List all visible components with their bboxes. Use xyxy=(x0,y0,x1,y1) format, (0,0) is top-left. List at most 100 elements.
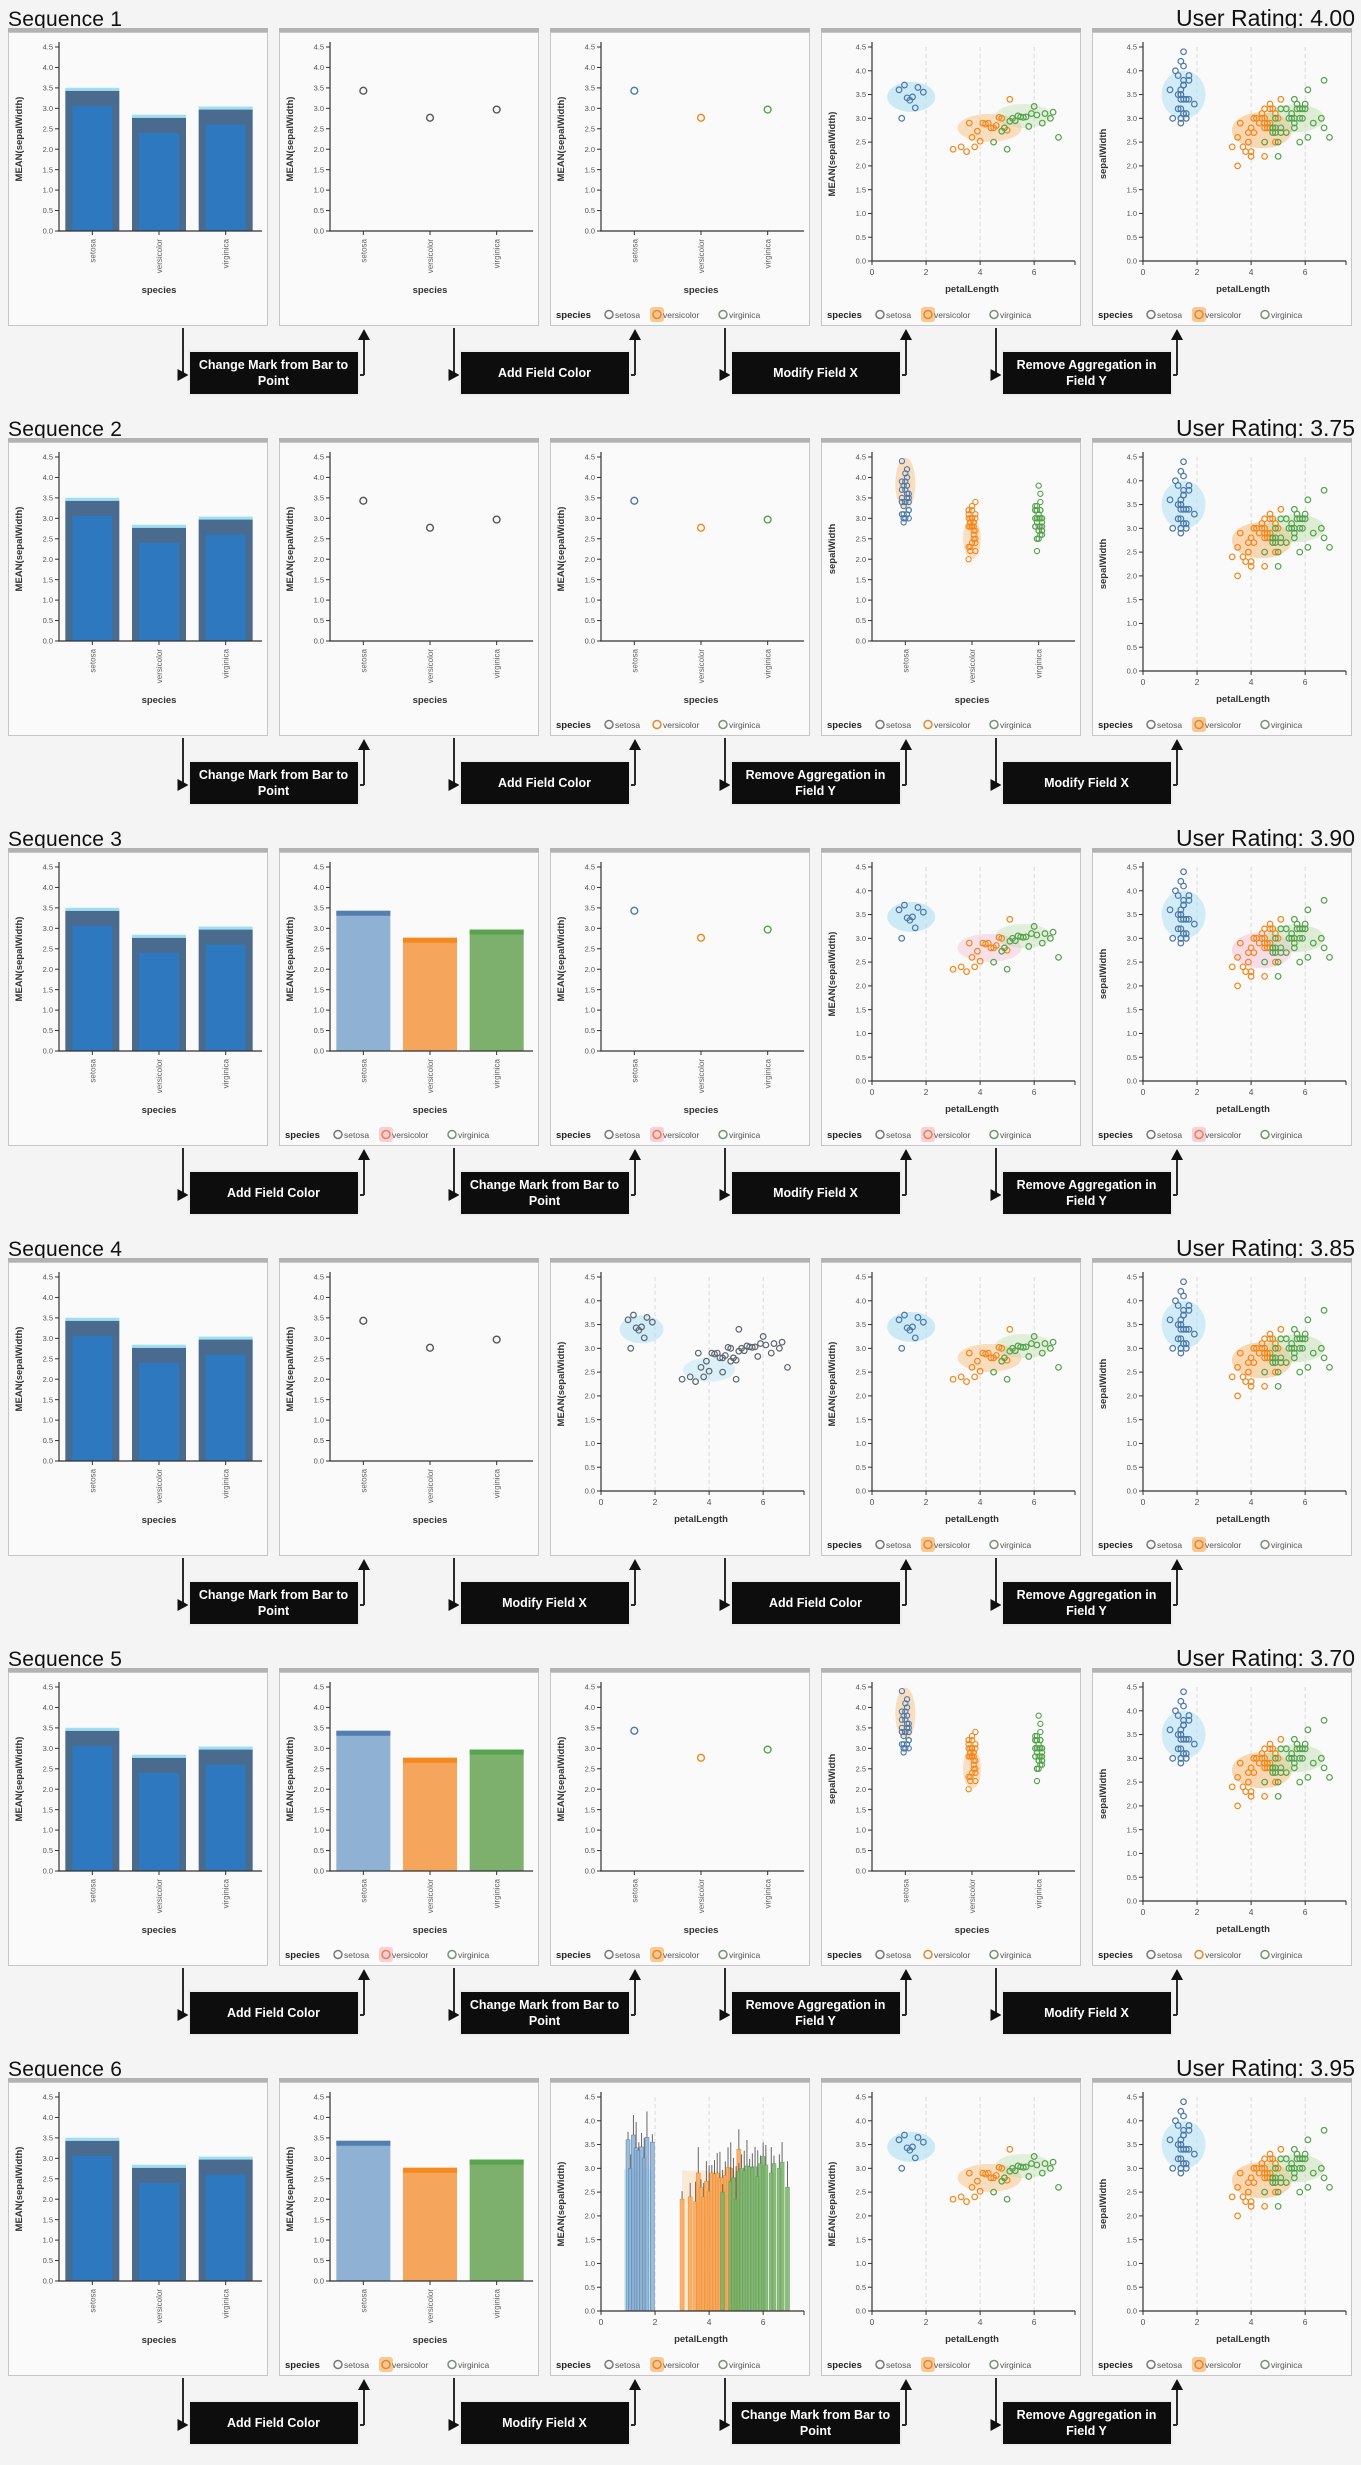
svg-text:4.5: 4.5 xyxy=(585,1273,595,1282)
svg-text:4.5: 4.5 xyxy=(43,1273,53,1282)
svg-text:4.0: 4.0 xyxy=(43,1293,53,1302)
svg-text:2.0: 2.0 xyxy=(43,555,53,564)
svg-text:virginica: virginica xyxy=(458,1130,489,1140)
svg-text:2.0: 2.0 xyxy=(43,1375,53,1384)
svg-text:6: 6 xyxy=(1032,1497,1037,1507)
transition-label: Modify Field X xyxy=(1002,1992,1171,2034)
svg-text:virginica: virginica xyxy=(1000,720,1031,730)
svg-text:6: 6 xyxy=(1032,1087,1037,1097)
svg-text:1.5: 1.5 xyxy=(585,1415,595,1424)
transition-label: Remove Aggregation in Field Y xyxy=(731,762,900,804)
transition-row: Add Field Color Modify Field X Change Ma… xyxy=(0,2378,1361,2462)
svg-text:2.0: 2.0 xyxy=(1127,981,1137,990)
chart-panel-2: 0.0 0.5 1.0 1.5 2.0 2.5 3.0 3.5 4.0 4.5 MEAN(sepal… xyxy=(279,2082,539,2376)
chart-svg: 0.0 0.5 1.0 1.5 2.0 2.5 3.0 3.5 4.0 4.5 sepalWidth… xyxy=(1098,2092,1347,2372)
svg-text:4.0: 4.0 xyxy=(1127,1706,1137,1715)
svg-text:setosa: setosa xyxy=(88,2288,97,2312)
svg-text:virginica: virginica xyxy=(1035,648,1044,678)
svg-text:4.5: 4.5 xyxy=(314,1273,324,1282)
svg-text:setosa: setosa xyxy=(615,1950,640,1960)
svg-text:0.5: 0.5 xyxy=(43,2256,53,2265)
sequence-title: Sequence 5 xyxy=(8,1648,123,1671)
transition-label: Add Field Color xyxy=(460,352,629,394)
svg-text:4.5: 4.5 xyxy=(1127,1273,1137,1282)
svg-text:0.5: 0.5 xyxy=(856,1053,866,1062)
svg-text:virginica: virginica xyxy=(222,238,231,268)
svg-text:0.0: 0.0 xyxy=(856,1487,866,1496)
chart-svg: 0.0 0.5 1.0 1.5 2.0 2.5 3.0 3.5 4.0 4.5 MEAN(sepal… xyxy=(556,42,804,322)
svg-text:versicolor: versicolor xyxy=(1205,1540,1242,1550)
svg-text:virginica: virginica xyxy=(1271,310,1302,320)
svg-text:setosa: setosa xyxy=(886,1950,911,1960)
chart-panel-2: 0.0 0.5 1.0 1.5 2.0 2.5 3.0 3.5 4.0 4.5 MEAN(sepal… xyxy=(279,442,539,736)
svg-text:3.0: 3.0 xyxy=(314,514,324,523)
svg-text:petalLength: petalLength xyxy=(945,1104,999,1115)
svg-text:2.5: 2.5 xyxy=(856,2188,866,2197)
svg-text:1.0: 1.0 xyxy=(1127,2259,1137,2268)
svg-text:1.0: 1.0 xyxy=(856,1029,866,1038)
svg-text:0.5: 0.5 xyxy=(856,233,866,242)
svg-text:1.0: 1.0 xyxy=(585,2259,595,2268)
svg-text:species: species xyxy=(556,1130,591,1141)
svg-text:0.0: 0.0 xyxy=(856,1077,866,1086)
svg-text:versicolor: versicolor xyxy=(934,1540,971,1550)
svg-text:3.5: 3.5 xyxy=(585,1723,595,1732)
svg-text:3.0: 3.0 xyxy=(314,2154,324,2163)
svg-text:3.0: 3.0 xyxy=(314,1744,324,1753)
svg-text:species: species xyxy=(413,1925,448,1936)
svg-text:0.0: 0.0 xyxy=(43,1047,53,1056)
svg-text:species: species xyxy=(1098,2360,1133,2371)
sequence-block-4: Sequence 4 User Rating: 3.85 0.0 0.5 1.0 1.… xyxy=(0,1232,1361,1642)
svg-text:3.5: 3.5 xyxy=(314,83,324,92)
chart-panel-2: 0.0 0.5 1.0 1.5 2.0 2.5 3.0 3.5 4.0 4.5 MEAN(sepal… xyxy=(279,32,539,326)
svg-text:2: 2 xyxy=(1195,1497,1200,1507)
svg-text:4.5: 4.5 xyxy=(314,2093,324,2102)
chart-panel-1: 0.0 0.5 1.0 1.5 2.0 2.5 3.0 3.5 4.0 4.5 MEAN(sepal… xyxy=(8,442,268,736)
svg-text:3.5: 3.5 xyxy=(43,493,53,502)
svg-text:0.5: 0.5 xyxy=(585,206,595,215)
svg-text:virginica: virginica xyxy=(222,2288,231,2318)
chart-panel-5: 0.0 0.5 1.0 1.5 2.0 2.5 3.0 3.5 4.0 4.5 sepalWidth… xyxy=(1092,2082,1352,2376)
svg-text:4.0: 4.0 xyxy=(314,883,324,892)
user-rating: User Rating: 3.95 xyxy=(1176,2055,1355,2081)
svg-text:1.5: 1.5 xyxy=(1127,2235,1137,2244)
svg-text:2.0: 2.0 xyxy=(585,1785,595,1794)
svg-text:2.5: 2.5 xyxy=(1127,1778,1137,1787)
svg-text:0.5: 0.5 xyxy=(585,1463,595,1472)
svg-text:0.5: 0.5 xyxy=(43,1436,53,1445)
svg-text:virginica: virginica xyxy=(222,1058,231,1088)
svg-text:1.0: 1.0 xyxy=(43,1006,53,1015)
svg-text:versicolor: versicolor xyxy=(155,2289,164,2324)
svg-text:1.0: 1.0 xyxy=(1127,209,1137,218)
svg-text:2.0: 2.0 xyxy=(314,965,324,974)
svg-text:4: 4 xyxy=(1249,1087,1254,1097)
chart-svg: 0.0 0.5 1.0 1.5 2.0 2.5 3.0 3.5 4.0 4.5 sepalWidth… xyxy=(1098,862,1347,1142)
svg-text:3.5: 3.5 xyxy=(585,1320,595,1329)
svg-text:0.5: 0.5 xyxy=(314,206,324,215)
chart-svg: 0.0 0.5 1.0 1.5 2.0 2.5 3.0 3.5 4.0 4.5 MEAN(sepal… xyxy=(285,42,533,296)
svg-text:2.5: 2.5 xyxy=(856,1368,866,1377)
svg-text:0.0: 0.0 xyxy=(314,1867,324,1876)
svg-text:2.5: 2.5 xyxy=(1127,2188,1137,2197)
svg-text:setosa: setosa xyxy=(615,720,640,730)
svg-text:petalLength: petalLength xyxy=(1216,694,1270,705)
svg-text:2.0: 2.0 xyxy=(314,555,324,564)
svg-text:MEAN(sepalWidth): MEAN(sepalWidth) xyxy=(827,1342,838,1427)
svg-text:1.0: 1.0 xyxy=(314,596,324,605)
transition-arrows xyxy=(177,1148,1183,1201)
svg-text:sepalWidth: sepalWidth xyxy=(1098,949,1109,1000)
svg-text:4: 4 xyxy=(1249,267,1254,277)
svg-text:versicolor: versicolor xyxy=(426,1469,435,1504)
svg-text:1.0: 1.0 xyxy=(856,209,866,218)
svg-text:1.5: 1.5 xyxy=(43,985,53,994)
svg-text:3.5: 3.5 xyxy=(585,2140,595,2149)
chart-panel-1: 0.0 0.5 1.0 1.5 2.0 2.5 3.0 3.5 4.0 4.5 MEAN(sepal… xyxy=(8,32,268,326)
sequence-block-5: Sequence 5 User Rating: 3.70 0.0 0.5 1.0 1.… xyxy=(0,1642,1361,2052)
svg-text:4: 4 xyxy=(978,2317,983,2327)
svg-text:4.5: 4.5 xyxy=(585,863,595,872)
svg-text:3.0: 3.0 xyxy=(1127,524,1137,533)
svg-text:MEAN(sepalWidth): MEAN(sepalWidth) xyxy=(14,2147,25,2232)
svg-text:virginica: virginica xyxy=(1271,2360,1302,2370)
user-rating: User Rating: 3.85 xyxy=(1176,1235,1355,1261)
transition-arrows xyxy=(177,2378,1183,2431)
